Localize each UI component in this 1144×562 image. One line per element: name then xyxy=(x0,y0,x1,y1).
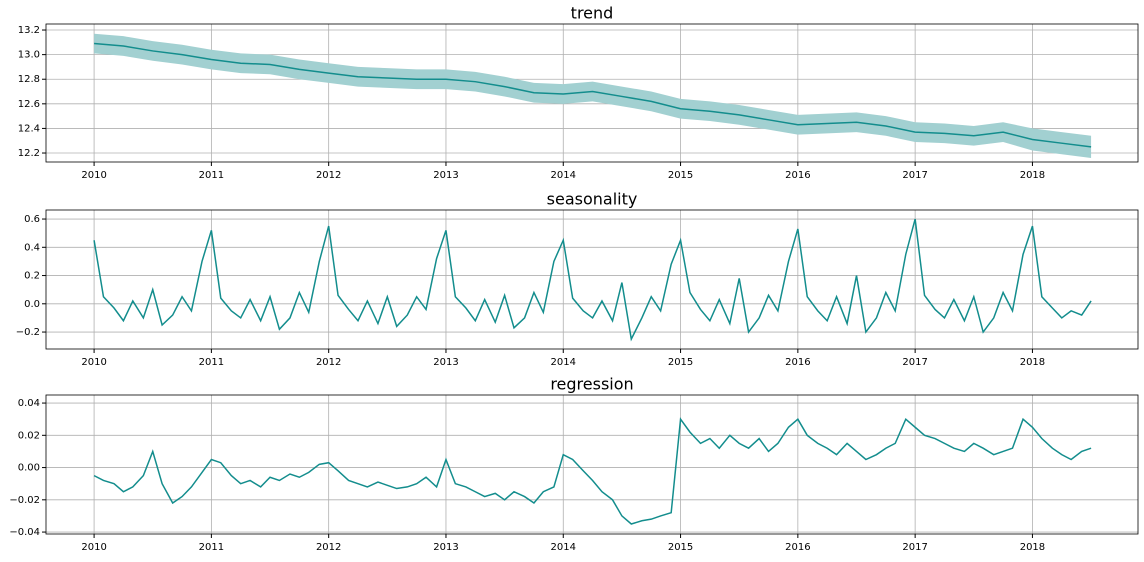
y-tick-label: 12.6 xyxy=(18,99,40,110)
x-tick-label: 2017 xyxy=(902,170,927,181)
y-tick-label: 0.02 xyxy=(18,430,40,441)
panel-title: regression xyxy=(550,375,633,394)
x-tick-label: 2010 xyxy=(81,357,106,368)
axes-frame xyxy=(45,394,1139,535)
x-tick-label: 2018 xyxy=(1020,357,1045,368)
x-tick-label: 2016 xyxy=(785,542,810,553)
x-tick-label: 2010 xyxy=(81,170,106,181)
y-tick-label: 0.04 xyxy=(18,398,40,409)
line xyxy=(93,218,1092,342)
y-tick-label: 13.2 xyxy=(18,25,40,36)
x-tick-label: 2011 xyxy=(199,170,224,181)
x-tick-label: 2018 xyxy=(1020,542,1045,553)
y-tick-label: −0.02 xyxy=(9,495,40,506)
x-tick-label: 2014 xyxy=(551,542,576,553)
y-tick-label: 0.00 xyxy=(18,463,40,474)
y-tick-label: 12.4 xyxy=(18,123,40,134)
x-tick-label: 2012 xyxy=(316,357,341,368)
x-tick-label: 2015 xyxy=(668,542,693,553)
axes-frame xyxy=(45,23,1139,163)
y-tick-label: −0.04 xyxy=(9,527,40,538)
x-tick-label: 2013 xyxy=(433,542,458,553)
line xyxy=(94,42,1092,148)
x-tick-label: 2016 xyxy=(785,170,810,181)
y-tick-label: 13.0 xyxy=(18,50,40,61)
panel-title: seasonality xyxy=(547,190,638,209)
x-tick-label: 2014 xyxy=(551,357,576,368)
panel-title: trend xyxy=(571,4,614,23)
y-tick-label: −0.2 xyxy=(16,327,40,338)
x-tick-label: 2018 xyxy=(1020,170,1045,181)
y-tick-label: 0.4 xyxy=(24,242,40,253)
y-tick-label: 12.2 xyxy=(18,148,40,159)
x-tick-label: 2010 xyxy=(81,542,106,553)
x-tick-label: 2013 xyxy=(433,170,458,181)
x-tick-label: 2015 xyxy=(668,357,693,368)
x-tick-label: 2014 xyxy=(551,170,576,181)
y-tick-label: 0.2 xyxy=(24,271,40,282)
x-tick-label: 2013 xyxy=(433,357,458,368)
confidence-band xyxy=(94,33,1092,158)
x-tick-label: 2017 xyxy=(902,542,927,553)
y-tick-label: 12.8 xyxy=(18,74,40,85)
x-tick-label: 2015 xyxy=(668,170,693,181)
x-tick-label: 2011 xyxy=(199,542,224,553)
x-tick-label: 2012 xyxy=(316,170,341,181)
line xyxy=(93,417,1092,525)
y-tick-label: 0.6 xyxy=(24,214,40,225)
y-tick-label: 0.0 xyxy=(24,299,40,310)
x-tick-label: 2011 xyxy=(199,357,224,368)
axes-frame xyxy=(45,209,1139,350)
x-tick-label: 2017 xyxy=(902,357,927,368)
x-tick-label: 2016 xyxy=(785,357,810,368)
x-tick-label: 2012 xyxy=(316,542,341,553)
